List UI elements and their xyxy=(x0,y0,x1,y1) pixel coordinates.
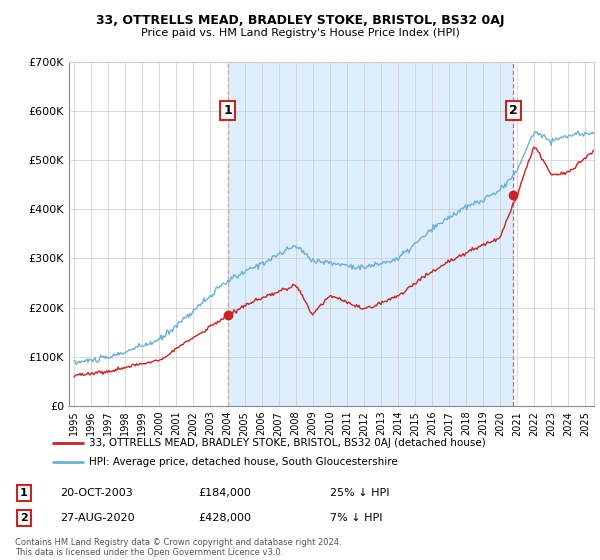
Text: 33, OTTRELLS MEAD, BRADLEY STOKE, BRISTOL, BS32 0AJ (detached house): 33, OTTRELLS MEAD, BRADLEY STOKE, BRISTO… xyxy=(89,437,485,447)
Text: £428,000: £428,000 xyxy=(198,513,251,523)
Bar xyxy=(227,62,513,406)
Text: 27-AUG-2020: 27-AUG-2020 xyxy=(60,513,134,523)
Text: 2: 2 xyxy=(20,513,28,523)
Text: HPI: Average price, detached house, South Gloucestershire: HPI: Average price, detached house, Sout… xyxy=(89,457,397,467)
Text: 1: 1 xyxy=(223,104,232,117)
Text: 2: 2 xyxy=(509,104,517,117)
Text: 1: 1 xyxy=(20,488,28,498)
Text: Price paid vs. HM Land Registry's House Price Index (HPI): Price paid vs. HM Land Registry's House … xyxy=(140,28,460,38)
Text: Contains HM Land Registry data © Crown copyright and database right 2024.
This d: Contains HM Land Registry data © Crown c… xyxy=(15,538,341,557)
Text: 7% ↓ HPI: 7% ↓ HPI xyxy=(330,513,383,523)
Text: 20-OCT-2003: 20-OCT-2003 xyxy=(60,488,133,498)
Text: 33, OTTRELLS MEAD, BRADLEY STOKE, BRISTOL, BS32 0AJ: 33, OTTRELLS MEAD, BRADLEY STOKE, BRISTO… xyxy=(96,14,504,27)
Text: £184,000: £184,000 xyxy=(198,488,251,498)
Text: 25% ↓ HPI: 25% ↓ HPI xyxy=(330,488,389,498)
